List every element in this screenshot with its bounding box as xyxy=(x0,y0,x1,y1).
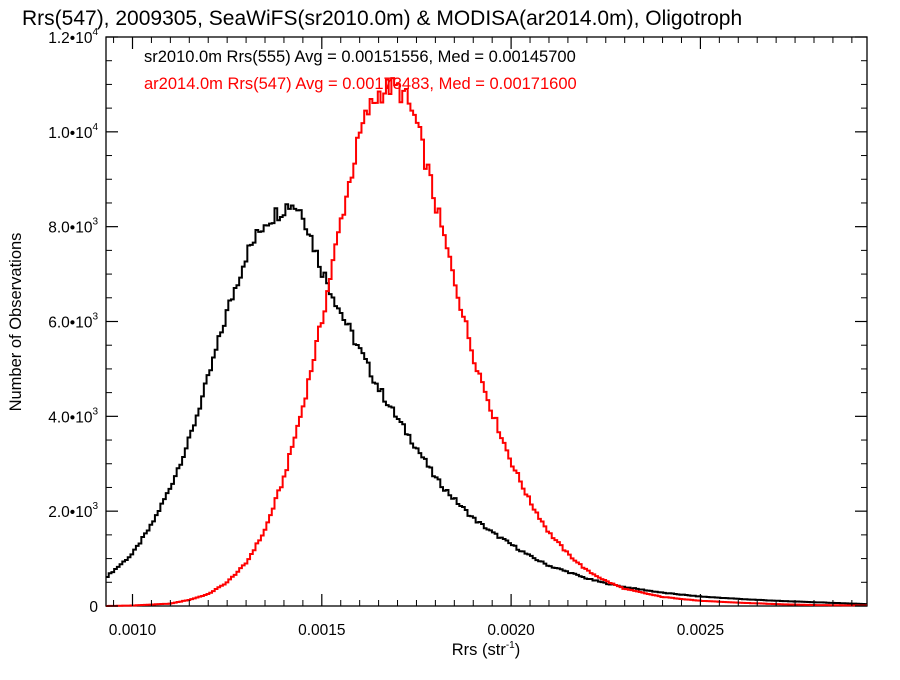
series-line-2 xyxy=(106,77,867,607)
x-axis-label-end: ) xyxy=(515,641,521,659)
y-tick-label: 1.2•104 xyxy=(48,27,98,47)
x-tick-label: 0.0015 xyxy=(298,622,345,639)
y-tick-label: 2.0•103 xyxy=(48,501,98,521)
y-axis-label: Number of Observations xyxy=(7,233,25,412)
x-axis-label-sup: -1 xyxy=(506,640,515,651)
y-tick-label: 4.0•103 xyxy=(48,406,98,426)
y-tick-label: 6.0•103 xyxy=(48,312,98,332)
y-tick-label: 8.0•103 xyxy=(48,217,98,237)
y-axis-ticks: 0 2.0•103 4.0•103 6.0•103 8.0•103 1.0•104 1.2•… xyxy=(48,27,867,616)
x-tick-label: 0.0020 xyxy=(487,622,535,639)
x-axis-label: Rrs (str-1) xyxy=(452,640,520,659)
legend-entry-2: ar2014.0m Rrs(547) Avg = 0.00173483, Med… xyxy=(144,75,577,93)
chart-title: Rrs(547), 2009305, SeaWiFS(sr2010.0m) & … xyxy=(22,7,742,30)
x-tick-label: 0.0010 xyxy=(109,622,157,639)
legend-entry-1: sr2010.0m Rrs(555) Avg = 0.00151556, Med… xyxy=(144,48,576,66)
x-axis-label-main: Rrs (str xyxy=(452,641,507,659)
series-layer xyxy=(106,77,867,607)
y-tick-label: 1.0•104 xyxy=(48,122,98,142)
series-line-1 xyxy=(106,203,867,606)
legend: sr2010.0m Rrs(555) Avg = 0.00151556, Med… xyxy=(144,48,577,93)
x-tick-label: 0.0025 xyxy=(677,622,724,639)
plot-frame xyxy=(105,36,868,607)
y-tick-label: 0 xyxy=(89,599,98,616)
x-axis-ticks: 0.0010 0.0015 0.0020 0.0025 xyxy=(109,37,853,639)
